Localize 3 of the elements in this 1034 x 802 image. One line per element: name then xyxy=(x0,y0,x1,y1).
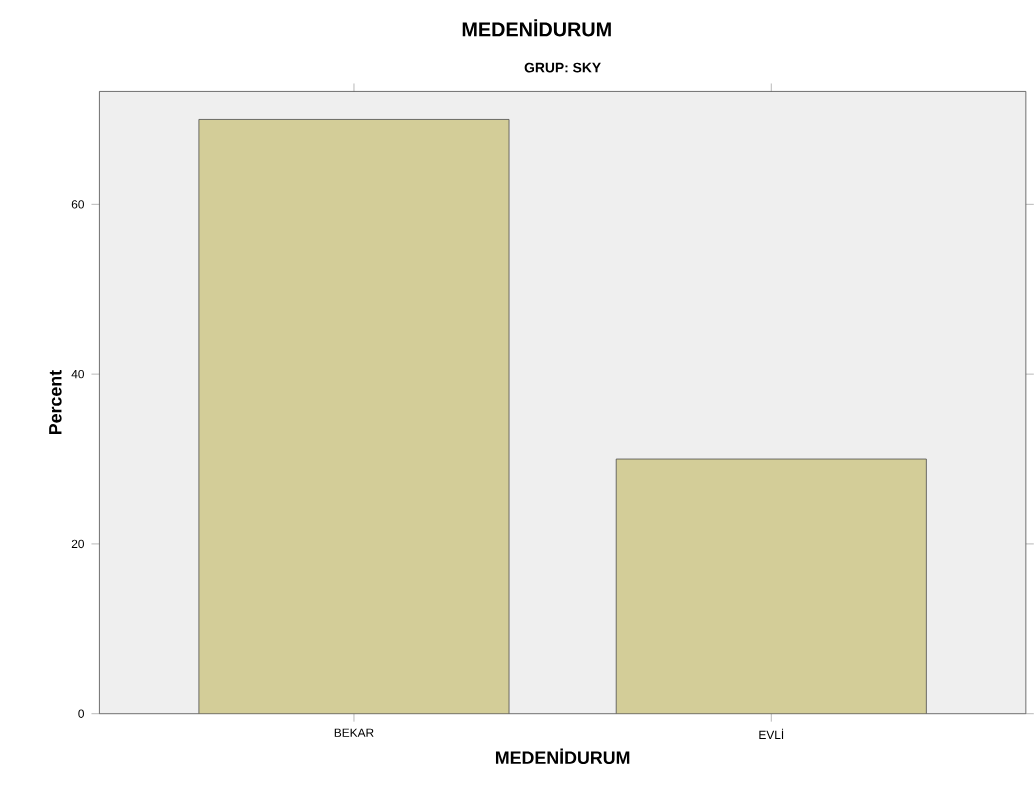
chart-title: MEDENİDURUM xyxy=(462,19,611,37)
x-axis-title: MEDENİDURUM xyxy=(495,748,630,765)
y-axis-title: Percent xyxy=(49,370,62,435)
